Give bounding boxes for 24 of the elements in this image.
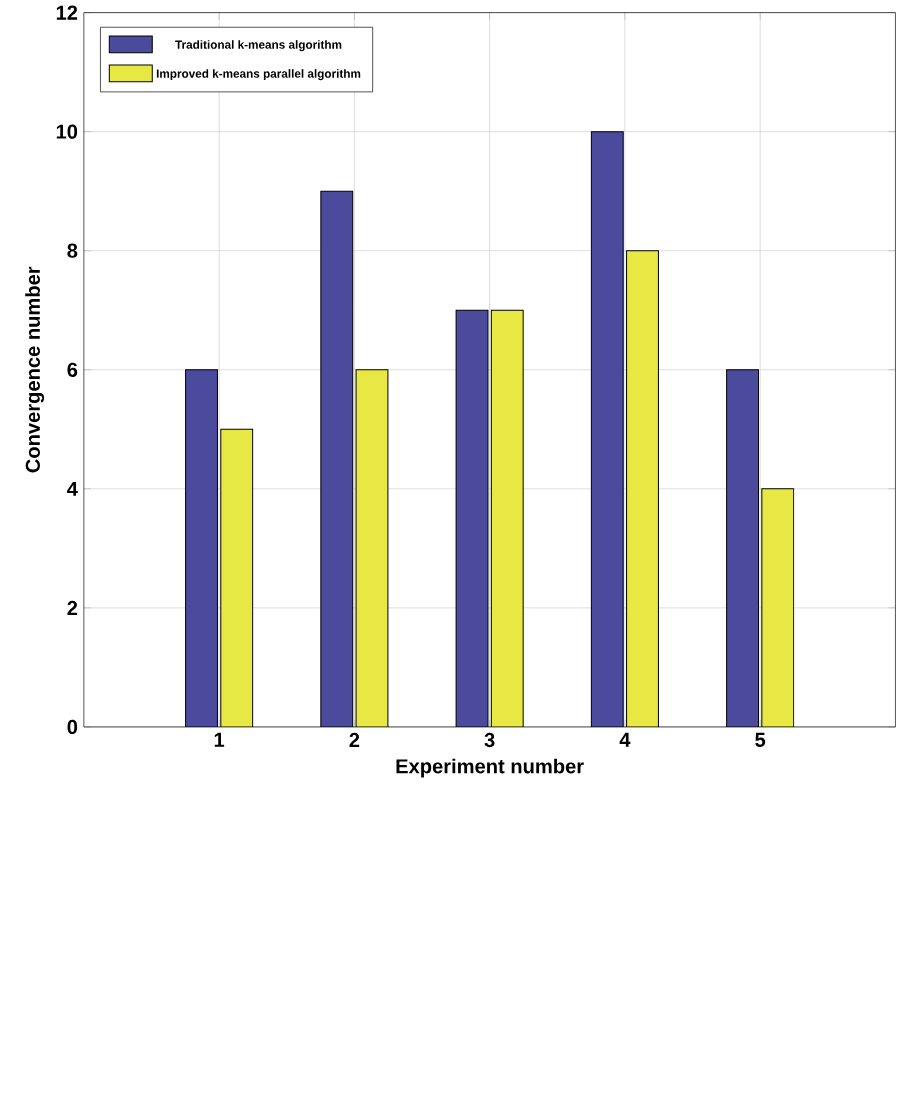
y-axis-title: Convergence number xyxy=(24,266,44,473)
y-tick-label: 12 xyxy=(56,5,77,20)
bar xyxy=(725,369,759,727)
x-tick-label: 2 xyxy=(349,732,359,747)
bar xyxy=(490,309,524,727)
y-tick-label: 2 xyxy=(67,600,77,615)
bar xyxy=(760,488,794,727)
x-tick-label: 3 xyxy=(484,732,495,748)
y-tick-label: 6 xyxy=(67,362,77,377)
bar xyxy=(355,369,388,727)
bar xyxy=(319,190,353,727)
bar xyxy=(590,131,624,727)
bar xyxy=(219,428,253,727)
x-tick-label: 4 xyxy=(619,732,630,747)
y-tick-label: 10 xyxy=(56,124,77,139)
x-axis-title: Experiment number xyxy=(396,758,584,778)
bar xyxy=(184,369,218,727)
bar xyxy=(455,309,489,727)
y-tick-label: 4 xyxy=(66,481,78,496)
bar xyxy=(625,250,659,727)
y-tick-label: 0 xyxy=(67,719,77,735)
x-tick-label: 1 xyxy=(214,732,224,747)
y-tick-label: 8 xyxy=(66,243,77,258)
x-tick-label: 5 xyxy=(754,732,765,747)
